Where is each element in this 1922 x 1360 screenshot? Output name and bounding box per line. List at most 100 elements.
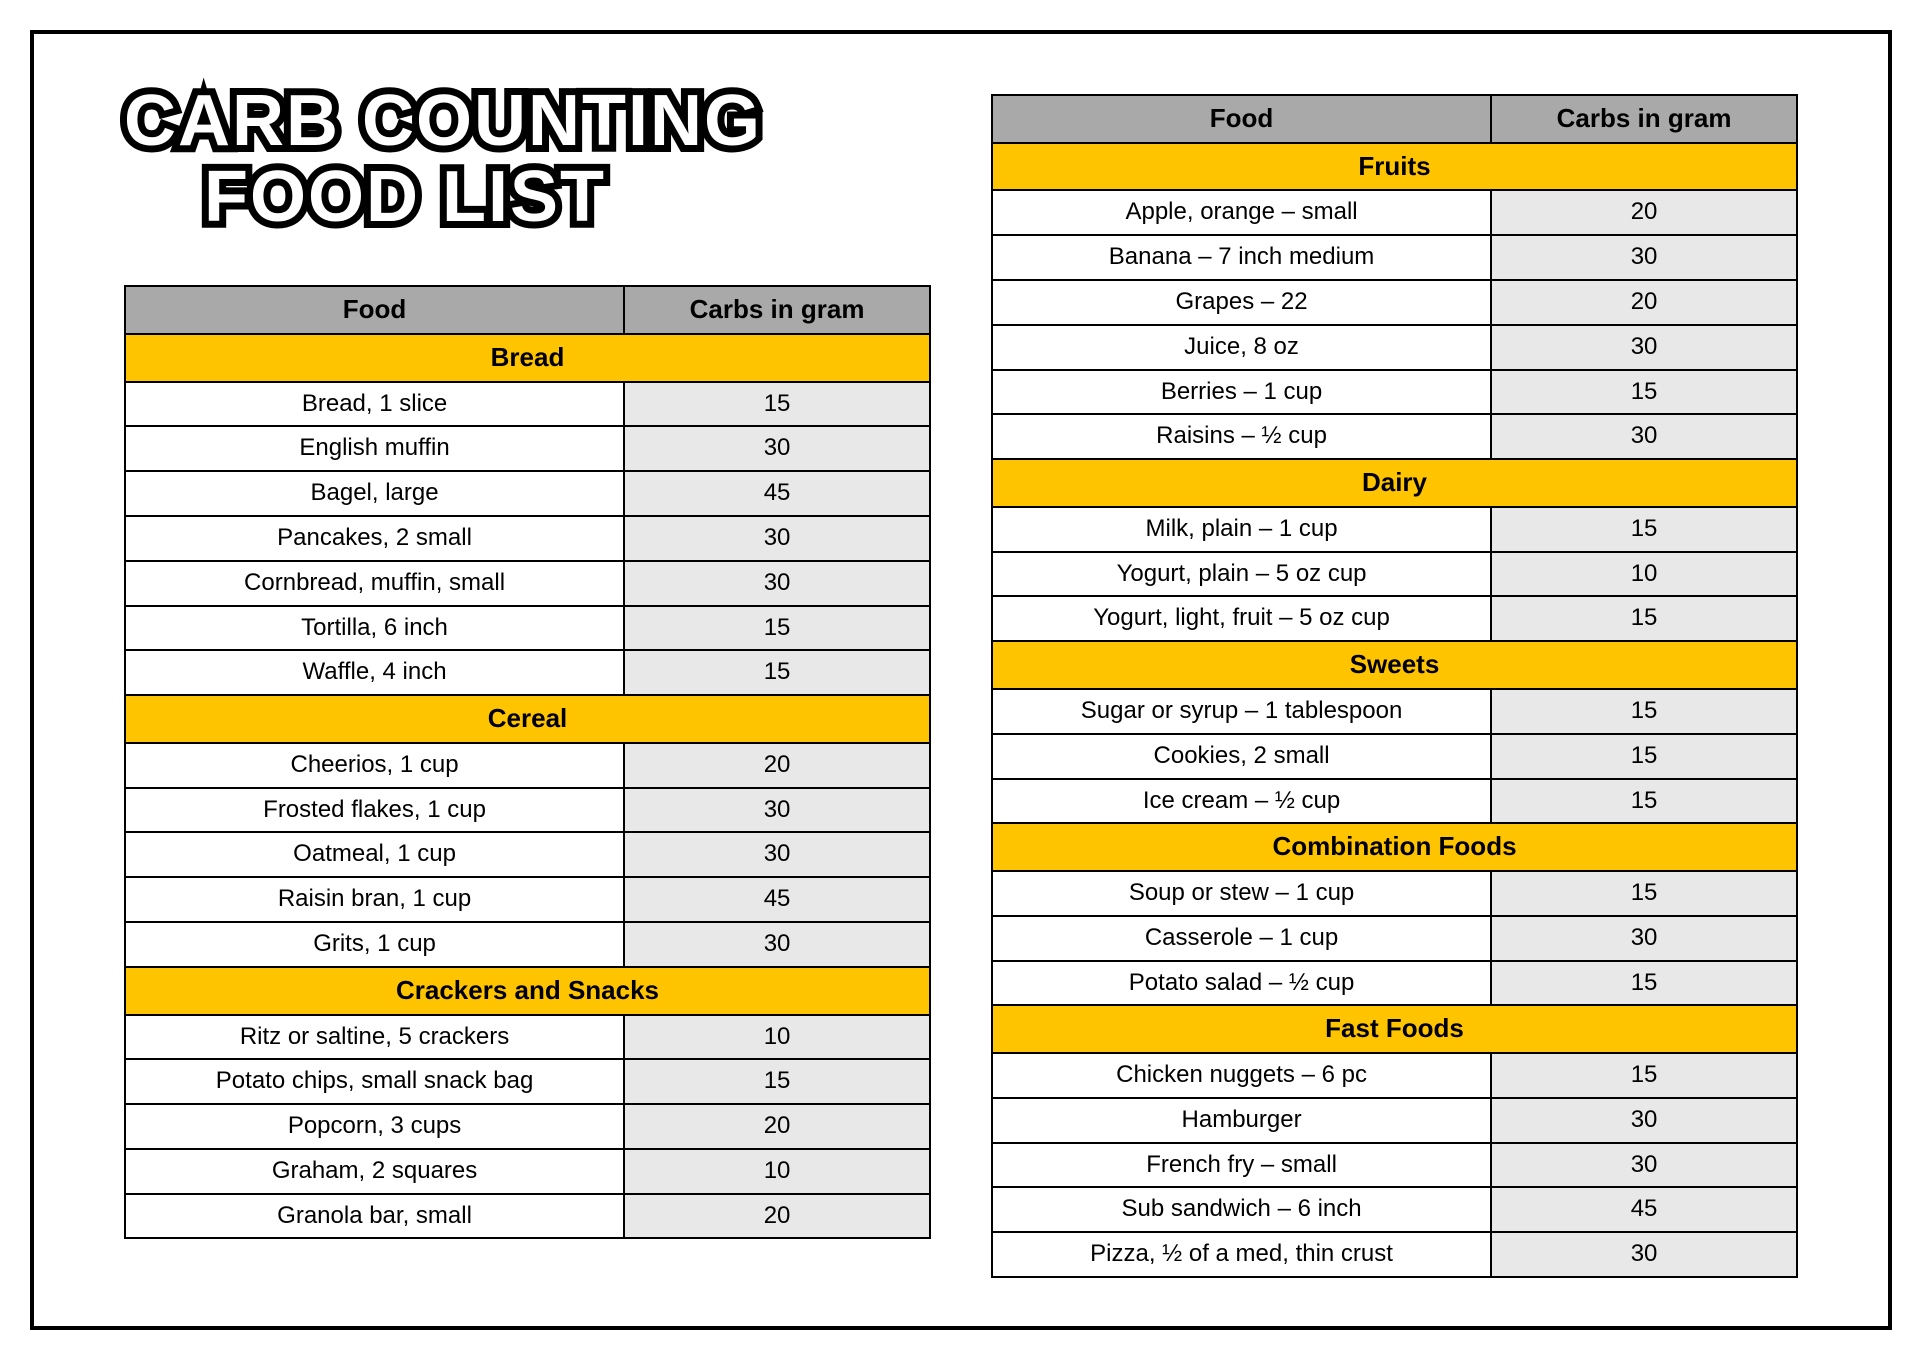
table-row: Raisin bran, 1 cup45	[125, 877, 930, 922]
carbs-cell: 15	[1491, 779, 1797, 824]
table-row: Granola bar, small20	[125, 1194, 930, 1239]
table-header-row: FoodCarbs in gram	[992, 95, 1797, 143]
table-row: Milk, plain – 1 cup15	[992, 507, 1797, 552]
table-row: Juice, 8 oz30	[992, 325, 1797, 370]
table-row: Popcorn, 3 cups20	[125, 1104, 930, 1149]
table-row: Cookies, 2 small15	[992, 734, 1797, 779]
food-cell: Pizza, ½ of a med, thin crust	[992, 1232, 1491, 1277]
header-food: Food	[992, 95, 1491, 143]
header-food: Food	[125, 286, 624, 334]
title-line-1: CARB COUNTING	[124, 84, 931, 160]
right-table: FoodCarbs in gramFruitsApple, orange – s…	[991, 94, 1798, 1278]
table-row: Potato chips, small snack bag15	[125, 1059, 930, 1104]
food-cell: Yogurt, light, fruit – 5 oz cup	[992, 596, 1491, 641]
food-cell: Waffle, 4 inch	[125, 650, 624, 695]
food-cell: Banana – 7 inch medium	[992, 235, 1491, 280]
category-row: Sweets	[992, 641, 1797, 689]
category-row: Cereal	[125, 695, 930, 743]
carbs-cell: 15	[1491, 596, 1797, 641]
table-header-row: FoodCarbs in gram	[125, 286, 930, 334]
food-cell: Ice cream – ½ cup	[992, 779, 1491, 824]
food-cell: Graham, 2 squares	[125, 1149, 624, 1194]
table-row: Tortilla, 6 inch15	[125, 606, 930, 651]
carbs-cell: 30	[624, 426, 930, 471]
table-row: English muffin30	[125, 426, 930, 471]
food-cell: English muffin	[125, 426, 624, 471]
carbs-cell: 20	[624, 1194, 930, 1239]
table-row: Bagel, large45	[125, 471, 930, 516]
carbs-cell: 20	[624, 743, 930, 788]
page-frame: CARB COUNTING FOOD LIST FoodCarbs in gra…	[30, 30, 1892, 1330]
carbs-cell: 15	[1491, 734, 1797, 779]
table-row: Banana – 7 inch medium30	[992, 235, 1797, 280]
carbs-cell: 45	[624, 471, 930, 516]
table-row: French fry – small30	[992, 1143, 1797, 1188]
carbs-cell: 15	[1491, 961, 1797, 1006]
table-row: Oatmeal, 1 cup30	[125, 832, 930, 877]
table-row: Cheerios, 1 cup20	[125, 743, 930, 788]
table-row: Potato salad – ½ cup15	[992, 961, 1797, 1006]
category-row: Fast Foods	[992, 1005, 1797, 1053]
table-row: Soup or stew – 1 cup15	[992, 871, 1797, 916]
category-label: Combination Foods	[992, 823, 1797, 871]
food-cell: Grits, 1 cup	[125, 922, 624, 967]
carbs-cell: 15	[624, 382, 930, 427]
food-cell: Milk, plain – 1 cup	[992, 507, 1491, 552]
food-cell: Raisin bran, 1 cup	[125, 877, 624, 922]
category-row: Fruits	[992, 143, 1797, 191]
carbs-cell: 15	[1491, 1053, 1797, 1098]
carbs-cell: 30	[624, 832, 930, 877]
carbs-cell: 30	[1491, 1098, 1797, 1143]
carbs-cell: 45	[624, 877, 930, 922]
food-cell: Granola bar, small	[125, 1194, 624, 1239]
category-label: Fast Foods	[992, 1005, 1797, 1053]
table-row: Pizza, ½ of a med, thin crust30	[992, 1232, 1797, 1277]
table-row: Pancakes, 2 small30	[125, 516, 930, 561]
food-cell: Soup or stew – 1 cup	[992, 871, 1491, 916]
food-cell: Sugar or syrup – 1 tablespoon	[992, 689, 1491, 734]
food-cell: Ritz or saltine, 5 crackers	[125, 1015, 624, 1060]
category-label: Dairy	[992, 459, 1797, 507]
category-label: Fruits	[992, 143, 1797, 191]
carbs-cell: 30	[1491, 325, 1797, 370]
carbs-cell: 20	[1491, 280, 1797, 325]
header-carbs: Carbs in gram	[624, 286, 930, 334]
carbs-cell: 20	[1491, 190, 1797, 235]
category-label: Crackers and Snacks	[125, 967, 930, 1015]
food-cell: Potato salad – ½ cup	[992, 961, 1491, 1006]
food-cell: Cheerios, 1 cup	[125, 743, 624, 788]
carbs-cell: 30	[624, 922, 930, 967]
header-carbs: Carbs in gram	[1491, 95, 1797, 143]
table-row: Casserole – 1 cup30	[992, 916, 1797, 961]
food-cell: Cornbread, muffin, small	[125, 561, 624, 606]
table-row: Sugar or syrup – 1 tablespoon15	[992, 689, 1797, 734]
table-row: Grapes – 2220	[992, 280, 1797, 325]
carbs-cell: 10	[624, 1015, 930, 1060]
food-cell: Cookies, 2 small	[992, 734, 1491, 779]
left-column: CARB COUNTING FOOD LIST FoodCarbs in gra…	[124, 94, 931, 1246]
title-line-2: FOOD LIST	[204, 160, 931, 236]
food-cell: Raisins – ½ cup	[992, 414, 1491, 459]
food-cell: Apple, orange – small	[992, 190, 1491, 235]
category-row: Dairy	[992, 459, 1797, 507]
table-row: Raisins – ½ cup30	[992, 414, 1797, 459]
category-label: Bread	[125, 334, 930, 382]
food-cell: Sub sandwich – 6 inch	[992, 1187, 1491, 1232]
food-cell: Popcorn, 3 cups	[125, 1104, 624, 1149]
table-row: Ritz or saltine, 5 crackers10	[125, 1015, 930, 1060]
food-cell: Casserole – 1 cup	[992, 916, 1491, 961]
table-row: Sub sandwich – 6 inch45	[992, 1187, 1797, 1232]
carbs-cell: 30	[1491, 235, 1797, 280]
carbs-cell: 30	[1491, 1143, 1797, 1188]
carbs-cell: 10	[1491, 552, 1797, 597]
carbs-cell: 15	[624, 1059, 930, 1104]
food-cell: Chicken nuggets – 6 pc	[992, 1053, 1491, 1098]
food-cell: Frosted flakes, 1 cup	[125, 788, 624, 833]
carbs-cell: 20	[624, 1104, 930, 1149]
food-cell: Bagel, large	[125, 471, 624, 516]
category-row: Bread	[125, 334, 930, 382]
category-row: Combination Foods	[992, 823, 1797, 871]
food-cell: Grapes – 22	[992, 280, 1491, 325]
carbs-cell: 15	[1491, 871, 1797, 916]
food-cell: Hamburger	[992, 1098, 1491, 1143]
